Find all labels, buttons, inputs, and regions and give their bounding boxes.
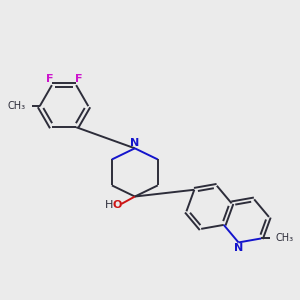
Text: N: N (130, 138, 139, 148)
Text: CH₃: CH₃ (276, 233, 294, 244)
Text: O: O (112, 200, 122, 210)
Text: F: F (46, 74, 53, 84)
Text: H: H (105, 200, 114, 210)
Text: N: N (234, 243, 243, 253)
Text: F: F (75, 74, 82, 84)
Text: CH₃: CH₃ (7, 101, 25, 111)
